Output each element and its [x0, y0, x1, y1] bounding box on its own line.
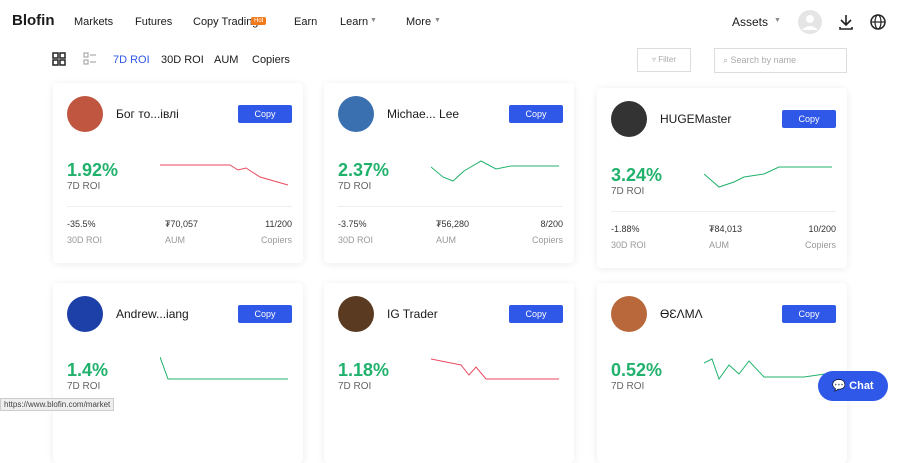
assets[interactable]: Assets	[732, 15, 769, 29]
sparkline-path	[431, 358, 559, 380]
caret: ▼	[370, 17, 377, 24]
roi-label: 7D ROI	[611, 186, 645, 197]
stat-value: -1.88%	[611, 224, 640, 234]
caret: ▼	[434, 17, 441, 24]
roi-value: 1.92%	[67, 160, 119, 180]
stat-label: Copiers	[804, 240, 836, 250]
avatar	[611, 101, 647, 137]
sparkline	[431, 160, 559, 182]
trader-name[interactable]: Бог то...івлі	[116, 107, 179, 121]
nav-item[interactable]: Learn	[340, 16, 369, 28]
copy-button[interactable]: Copy	[509, 105, 563, 123]
trader-name[interactable]: IG Trader	[387, 307, 438, 321]
stat-label: Copiers	[531, 235, 563, 245]
nav-item[interactable]: Copy Trading	[193, 16, 259, 28]
view-toggle[interactable]	[52, 52, 97, 67]
roi-value: 1.4%	[67, 360, 109, 380]
trader-card[interactable]: Michae... Lee Copy 2.37% 7D ROI -3.75% 30D RO…	[324, 83, 574, 263]
stat-value: ₮70,057	[165, 219, 199, 229]
nav-item[interactable]: More	[406, 16, 432, 28]
stat-label: Copiers	[260, 235, 292, 245]
avatar	[611, 296, 647, 332]
stat-label: 30D ROI	[611, 240, 647, 250]
roi-label: 7D ROI	[338, 181, 372, 192]
copy-button[interactable]: Copy	[238, 305, 292, 323]
tab[interactable]: AUM	[214, 54, 239, 66]
search-box[interactable]: ⌕ Search by name	[714, 48, 847, 73]
trader-card[interactable]: Бог то...івлі Copy 1.92% 7D ROI -35.5% 30D RO…	[53, 83, 303, 263]
trader-card[interactable]: IG Trader Copy 1.18% 7D ROI	[324, 283, 574, 463]
stat-label: AUM	[436, 235, 456, 245]
nav-item[interactable]: Earn	[294, 16, 318, 28]
stat-label: AUM	[709, 240, 729, 250]
stat-value: -3.75%	[338, 219, 367, 229]
trader-name[interactable]: HUGEMaster	[660, 112, 732, 126]
sparkline	[160, 164, 289, 186]
trader-card[interactable]: ӨƐɅMɅ Copy 0.52% 7D ROI	[597, 283, 847, 463]
avatar	[67, 96, 103, 132]
status-url: https://www.blofin.com/market	[0, 398, 115, 411]
roi-value: 1.18%	[338, 360, 390, 380]
roi-value: 2.37%	[338, 160, 390, 180]
avatar	[338, 296, 374, 332]
divider	[338, 206, 563, 207]
sparkline	[704, 166, 832, 188]
chat-label: Chat	[849, 380, 874, 392]
filter-button[interactable]: ▿ Filter	[637, 48, 691, 72]
stat-label: 30D ROI	[67, 235, 103, 245]
caret: ▼	[774, 17, 781, 24]
copy-button[interactable]: Copy	[782, 305, 836, 323]
trader-name[interactable]: Michae... Lee	[387, 107, 460, 121]
filter-label: Filter	[658, 55, 677, 64]
roi-label: 7D ROI	[67, 181, 101, 192]
sparkline-path	[431, 160, 559, 182]
tab[interactable]: 30D ROI	[161, 54, 204, 66]
roi-value: 0.52%	[611, 360, 663, 380]
stat-value: ₮84,013	[709, 224, 743, 234]
sparkline	[704, 358, 833, 381]
copy-button[interactable]: Copy	[782, 110, 836, 128]
sparkline	[160, 357, 288, 380]
divider	[611, 211, 836, 212]
roi-label: 7D ROI	[338, 381, 372, 392]
nav-icons[interactable]	[798, 10, 893, 36]
stat-label: 30D ROI	[338, 235, 374, 245]
copy-button[interactable]: Copy	[509, 305, 563, 323]
logo[interactable]: Blofin	[12, 12, 55, 29]
nav-item[interactable]: Futures	[135, 16, 173, 28]
roi-value: 3.24%	[611, 165, 663, 185]
stat-value: 10/200	[808, 224, 836, 234]
tab[interactable]: 7D ROI	[113, 54, 150, 66]
page: Blofin Markets Futures Copy Trading Hot …	[0, 10, 893, 411]
stat-value: ₮56,280	[436, 219, 470, 229]
hot-badge: Hot	[251, 17, 267, 25]
stat-label: AUM	[165, 235, 185, 245]
sparkline-path	[704, 166, 832, 188]
chat-button[interactable]: 💬 Chat	[818, 371, 888, 401]
sparkline	[431, 358, 559, 380]
stat-value: 8/200	[540, 219, 563, 229]
avatar	[67, 296, 103, 332]
avatar	[338, 96, 374, 132]
roi-label: 7D ROI	[67, 381, 101, 392]
stat-value: 11/200	[265, 219, 292, 229]
sparkline-path	[160, 164, 289, 186]
nav-item[interactable]: Markets	[74, 16, 114, 28]
search-placeholder: Search by name	[730, 55, 797, 65]
roi-label: 7D ROI	[611, 381, 645, 392]
divider	[67, 206, 292, 207]
trader-card[interactable]: Andrew...iang Copy 1.4% 7D ROI	[53, 283, 303, 463]
stat-value: -35.5%	[67, 219, 96, 229]
sparkline-path	[160, 357, 288, 380]
tab[interactable]: Copiers	[252, 54, 290, 66]
trader-name[interactable]: Andrew...iang	[116, 307, 189, 321]
copy-button[interactable]: Copy	[238, 105, 292, 123]
trader-name[interactable]: ӨƐɅMɅ	[660, 307, 703, 321]
trader-card[interactable]: HUGEMaster Copy 3.24% 7D ROI -1.88% 30D ROI ₮8…	[597, 88, 847, 268]
sparkline-path	[704, 358, 833, 381]
